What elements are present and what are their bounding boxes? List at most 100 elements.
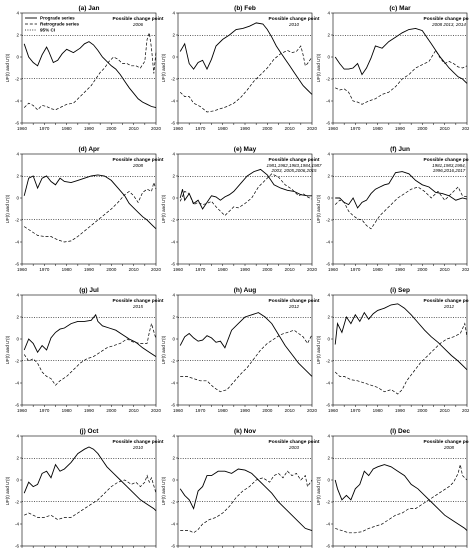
x-tick-label: 2020 <box>307 267 318 272</box>
change-point-years: 1981,1982,1983,1984,1987 <box>266 163 322 168</box>
x-tick-label: 1990 <box>395 267 406 272</box>
y-tick-label: -2 <box>326 500 330 505</box>
y-axis-label: UF(t) and U'(t) <box>5 53 10 82</box>
panel-title: (b) Feb <box>234 5 256 12</box>
prograde-series-line <box>335 171 468 209</box>
panel-1: (a) Jan -6 -4 -2 0 2 4 1960 1970 1980 1990 2000 2010… <box>5 5 164 131</box>
y-tick-label: -4 <box>15 99 19 104</box>
retrograde-series-line <box>180 329 313 393</box>
change-point-title: Possible change point <box>424 16 469 22</box>
prograde-series-line <box>179 22 313 95</box>
y-tick-label: 2 <box>327 456 330 461</box>
x-tick-label: 2000 <box>417 126 428 131</box>
change-point-years: 2012 <box>443 304 455 309</box>
x-tick-label: 2010 <box>129 126 140 131</box>
x-tick-label: 1990 <box>84 126 95 131</box>
change-point-years: 2003 <box>288 445 300 450</box>
change-point-years: 2003, 2005,2006,2015 <box>270 168 317 173</box>
y-tick-label: 2 <box>16 174 19 179</box>
plot-frame <box>177 294 313 406</box>
change-point-years: 2008 <box>443 445 455 450</box>
change-point-years: 2010 <box>288 22 300 27</box>
x-tick-label: 1990 <box>240 267 251 272</box>
y-tick-label: -2 <box>171 77 175 82</box>
panel-title: (a) Jan <box>79 5 100 12</box>
y-tick-label: 0 <box>16 337 19 342</box>
y-tick-label: -6 <box>15 262 19 267</box>
y-tick-label: -4 <box>326 522 330 527</box>
plot-frame <box>332 435 468 547</box>
x-tick-label: 1980 <box>373 267 384 272</box>
retrograde-series-line <box>24 474 157 520</box>
x-tick-label: 1980 <box>62 408 73 413</box>
y-tick-label: -6 <box>171 544 175 549</box>
y-tick-label: -2 <box>326 218 330 223</box>
prograde-series-line <box>179 312 313 377</box>
y-tick-label: 2 <box>16 33 19 38</box>
change-point-years: 1981,1983,1984, <box>432 163 466 168</box>
prograde-series-line <box>334 464 468 531</box>
panel-3: (c) Mar -6 -4 -2 0 2 4 1960 1970 1980 1990 2000 2010… <box>316 5 469 131</box>
retrograde-series-line <box>334 186 468 230</box>
x-tick-label: 2020 <box>151 267 162 272</box>
x-tick-label: 2020 <box>307 408 318 413</box>
x-tick-label: 1980 <box>218 408 229 413</box>
change-point-title: Possible change point <box>113 439 164 445</box>
y-tick-label: -6 <box>326 544 330 549</box>
change-point-title: Possible change point <box>424 157 469 163</box>
x-tick-label: 1990 <box>240 408 251 413</box>
plot-frame <box>332 294 468 406</box>
panel-title: (d) Apr <box>78 146 100 153</box>
y-tick-label: 4 <box>16 434 19 439</box>
x-tick-label: 1960 <box>17 267 28 272</box>
change-point-years: 2015 <box>132 304 144 309</box>
x-tick-label: 2020 <box>462 267 469 272</box>
change-point-years: 2006 <box>132 22 144 27</box>
change-point-years: 2010 <box>132 445 144 450</box>
y-tick-label: 0 <box>16 55 19 60</box>
panel-5: (e) May -6 -4 -2 0 2 4 1960 1970 1980 1990 2000 2010… <box>161 146 322 272</box>
y-tick-label: -2 <box>171 359 175 364</box>
x-tick-label: 1980 <box>373 126 384 131</box>
panel-title: (f) Jun <box>390 146 410 153</box>
legend-label: 95% CI <box>40 28 55 33</box>
y-tick-label: 2 <box>16 315 19 320</box>
panel-6: (f) Jun -6 -4 -2 0 2 4 1960 1970 1980 1990 2000 2010… <box>316 146 469 272</box>
x-tick-label: 1970 <box>39 408 50 413</box>
y-tick-label: 4 <box>16 11 19 16</box>
y-axis-label: UF(t) and U'(t) <box>161 53 166 82</box>
x-tick-label: 1960 <box>17 408 28 413</box>
y-tick-label: 0 <box>327 478 330 483</box>
y-tick-label: 0 <box>172 55 175 60</box>
panel-10: (j) Oct-6-4-2024196019701980199020002010… <box>5 428 164 550</box>
panel-title: (l) Dec <box>390 428 410 435</box>
x-tick-label: 1990 <box>84 408 95 413</box>
retrograde-series-line <box>23 322 157 386</box>
y-tick-label: 4 <box>172 152 175 157</box>
x-tick-label: 2010 <box>285 267 296 272</box>
y-tick-label: 2 <box>327 315 330 320</box>
y-tick-label: 0 <box>16 196 19 201</box>
x-tick-label: 1960 <box>173 408 184 413</box>
panel-title: (k) Nov <box>234 428 256 435</box>
y-tick-label: -4 <box>326 99 330 104</box>
plot-frame <box>21 153 157 265</box>
x-tick-label: 1990 <box>395 408 406 413</box>
legend-label: Retrograde series <box>40 22 80 27</box>
change-point-title: Possible change point <box>424 439 469 445</box>
x-tick-label: 1970 <box>350 408 361 413</box>
x-tick-label: 2000 <box>106 126 117 131</box>
y-tick-label: 2 <box>172 174 175 179</box>
panel-11: (k) Nov-6-4-2024196019701980199020002010… <box>161 428 320 550</box>
change-point-years: 1996,2016,2017 <box>433 168 466 173</box>
y-tick-label: -4 <box>171 522 175 527</box>
y-tick-label: 4 <box>327 11 330 16</box>
change-point-title: Possible change point <box>424 298 469 304</box>
y-tick-label: -4 <box>15 240 19 245</box>
retrograde-series-line <box>179 45 313 113</box>
y-tick-label: -4 <box>326 381 330 386</box>
legend-label: Prograde series <box>40 16 75 21</box>
y-tick-label: -6 <box>15 121 19 126</box>
x-tick-label: 1970 <box>39 267 50 272</box>
y-axis-label: UF(t) and U'(t) <box>5 194 10 223</box>
